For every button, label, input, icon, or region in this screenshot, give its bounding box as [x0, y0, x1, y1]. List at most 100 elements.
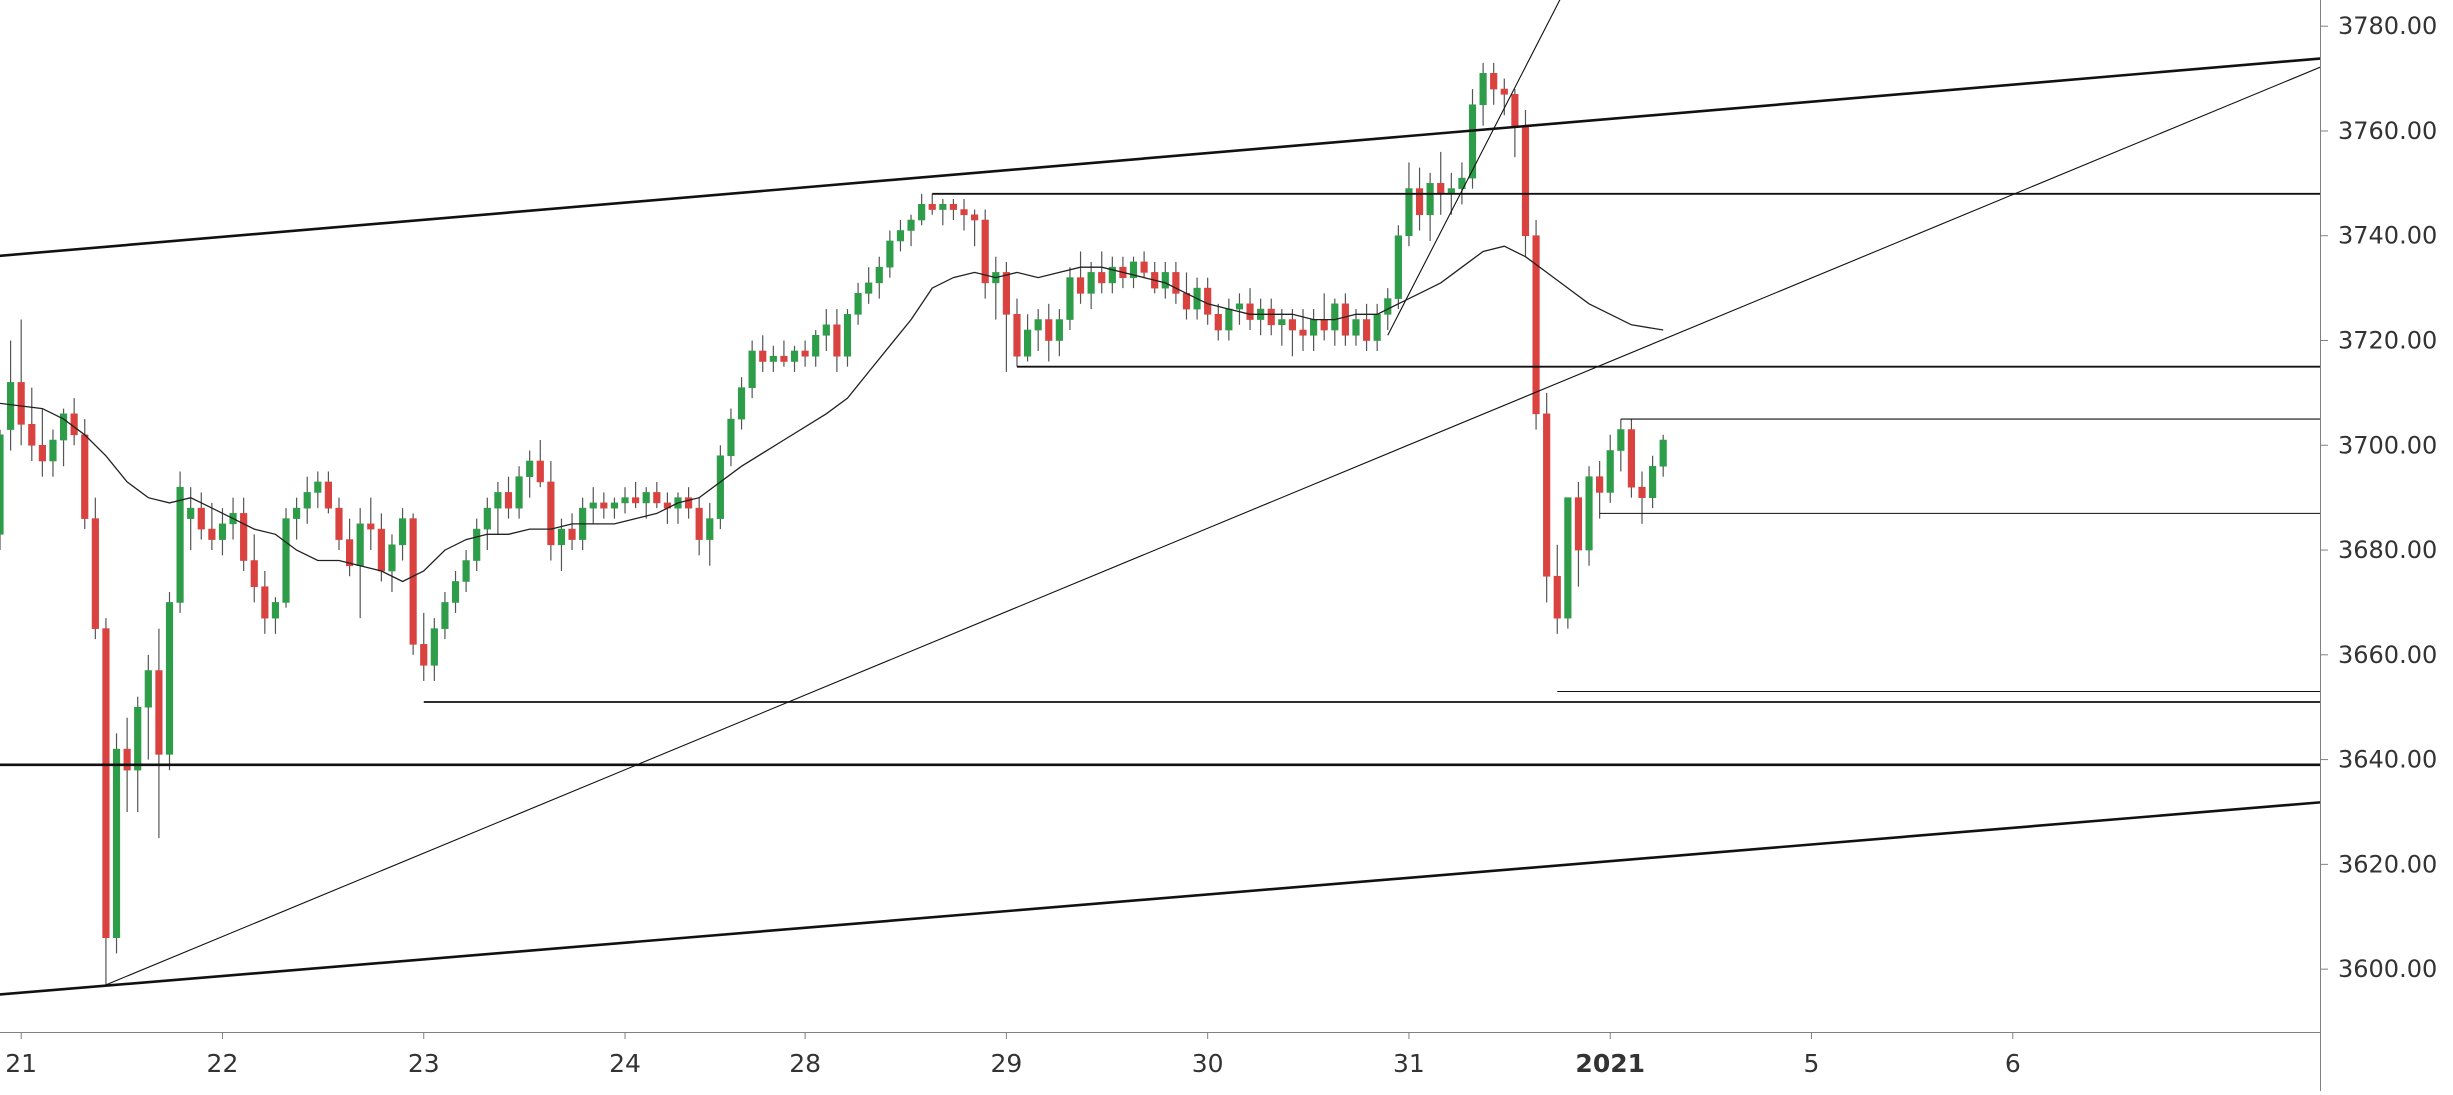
candle-body: [812, 334, 820, 357]
candle-body: [28, 424, 36, 446]
candle-body: [896, 230, 905, 242]
moving-average-line: [0, 245, 1664, 583]
candle-body: [1627, 429, 1635, 488]
candle-body: [1543, 413, 1551, 577]
candle-body: [49, 439, 57, 462]
candle-body: [208, 528, 216, 540]
candle-body: [134, 706, 142, 771]
candle-body: [685, 497, 693, 509]
candle-body: [1500, 88, 1508, 95]
candle-body: [1511, 93, 1519, 127]
candle-body: [526, 460, 534, 478]
candle-body: [1384, 298, 1392, 315]
y-tick-label: 3720.00: [2338, 327, 2437, 355]
y-tick-label: 3620.00: [2338, 850, 2437, 878]
candle-body: [240, 513, 248, 561]
candle-body: [1649, 465, 1657, 498]
candle-body: [557, 528, 566, 546]
candle-body: [17, 382, 25, 425]
candle-body: [451, 581, 460, 603]
candle-body: [1129, 261, 1138, 278]
candle-body: [176, 486, 184, 603]
candle-body: [420, 644, 428, 666]
candle-body: [1341, 303, 1349, 336]
x-tick-label: 28: [789, 1049, 821, 1078]
candles-layer: [0, 62, 1667, 985]
candle-body: [494, 492, 502, 509]
candle-body: [1415, 188, 1424, 216]
y-tick-label: 3740.00: [2338, 222, 2437, 250]
candle-body: [907, 219, 915, 231]
candle-body: [854, 293, 862, 315]
candle-body: [473, 528, 481, 561]
candle-body: [59, 413, 68, 441]
candle-body: [462, 560, 470, 582]
candle-body: [81, 434, 89, 519]
candle-body: [271, 602, 280, 619]
trendline-lower-channel: [0, 801, 2320, 996]
candle-body: [38, 444, 46, 462]
candle-body: [790, 350, 799, 362]
candle-body: [1352, 319, 1360, 336]
candle-body: [1638, 486, 1646, 498]
candle-body: [7, 382, 15, 430]
candle-body: [632, 497, 640, 504]
candle-body: [165, 602, 174, 755]
candle-body: [218, 523, 227, 540]
candle-body: [1108, 266, 1116, 284]
candle-body: [441, 602, 449, 629]
candle-body: [780, 355, 788, 362]
candle-body: [335, 507, 343, 540]
candle-body: [1055, 319, 1063, 341]
y-tick-label: 3700.00: [2338, 431, 2437, 459]
candle-body: [515, 476, 523, 509]
candle-body: [155, 670, 163, 755]
candle-body: [737, 387, 746, 420]
candle-body: [1023, 329, 1032, 357]
candle-body: [1045, 319, 1053, 341]
trendlines-layer: [0, 0, 2320, 996]
candle-body: [356, 523, 364, 567]
candle-body: [1161, 272, 1169, 289]
x-tick-label: 29: [990, 1049, 1022, 1078]
candle-body: [1225, 308, 1233, 331]
candle-body: [1373, 314, 1381, 341]
candle-body: [1066, 277, 1074, 320]
x-tick-label: 24: [609, 1049, 641, 1078]
candle-body: [1564, 497, 1572, 619]
candle-body: [303, 492, 311, 509]
candle-body: [1553, 575, 1561, 619]
y-tick-label: 3660.00: [2338, 641, 2437, 669]
moving-average-layer: [0, 245, 1664, 583]
y-tick-label: 3760.00: [2338, 117, 2437, 145]
y-tick-label: 3680.00: [2338, 536, 2437, 564]
candle-body: [589, 502, 597, 509]
x-tick-label: 22: [207, 1049, 239, 1078]
candle-body: [388, 544, 396, 572]
candle-body: [642, 492, 650, 504]
candle-body: [91, 518, 99, 629]
candle-body: [621, 497, 629, 504]
candle-body: [981, 219, 989, 284]
candle-body: [918, 204, 926, 221]
candle-body: [748, 350, 756, 388]
candle-body: [949, 204, 958, 210]
candle-body: [1214, 314, 1222, 331]
candle-body: [1034, 319, 1042, 331]
candle-body: [144, 670, 152, 708]
candle-body: [1585, 476, 1593, 551]
candle-body: [1246, 303, 1254, 320]
y-tick-label: 3780.00: [2338, 12, 2437, 40]
candle-body: [1532, 235, 1540, 415]
x-tick-label: 21: [5, 1049, 37, 1078]
candle-body: [801, 350, 809, 357]
x-tick-label: 6: [2005, 1049, 2021, 1078]
candle-body: [187, 507, 195, 519]
candle-body: [1596, 476, 1604, 493]
candle-body: [314, 481, 322, 493]
candle-body: [600, 502, 608, 509]
candle-body: [822, 324, 830, 336]
